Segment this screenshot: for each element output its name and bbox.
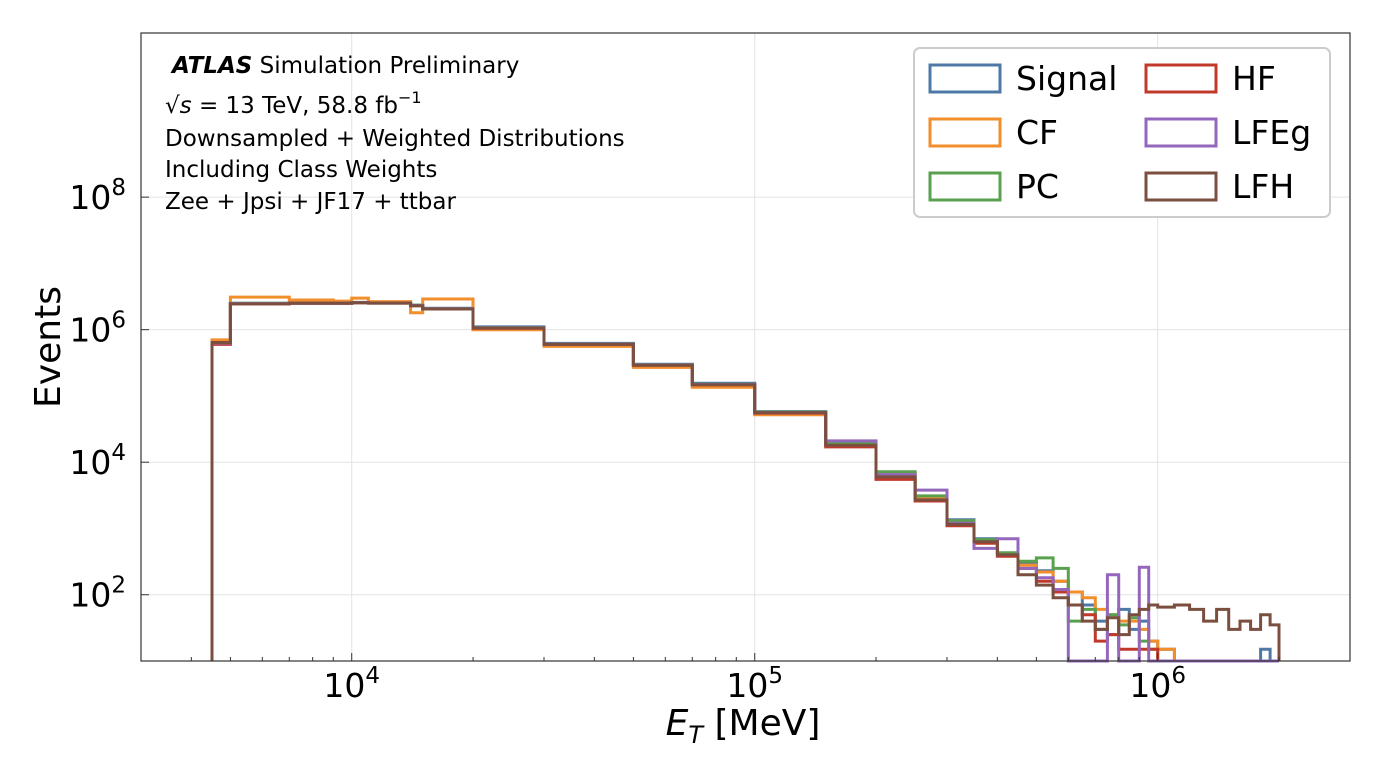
y-tick-label: 102 <box>69 573 126 615</box>
legend-swatch-lfh <box>1144 171 1218 202</box>
tick-exponent: 4 <box>365 663 380 689</box>
x-tick-label: 105 <box>726 663 783 705</box>
atlas-label: ATLAS Simulation Preliminary <box>170 53 519 79</box>
legend: Signal CF PC HF LFEg LFH <box>913 47 1331 218</box>
x-axis-label-unit: [MeV] <box>703 703 820 744</box>
tick-base: 10 <box>69 311 111 350</box>
legend-swatch-lfeg <box>1144 117 1218 148</box>
tick-exponent: 5 <box>768 663 783 689</box>
legend-label-lfeg: LFEg <box>1232 113 1311 152</box>
legend-box <box>913 47 1331 218</box>
atlas-brand: ATLAS <box>170 53 252 79</box>
annotation-line-3: Downsampled + Weighted Distributions <box>165 126 625 152</box>
series-lfh-line <box>210 301 1281 661</box>
y-tick-label: 106 <box>69 308 126 350</box>
x-axis-label-subscript: T <box>688 721 705 749</box>
legend-label-lfh: LFH <box>1232 167 1294 206</box>
tick-exponent: 8 <box>111 175 126 201</box>
atlas-subtitle: Simulation Preliminary <box>252 53 519 79</box>
tick-base: 10 <box>323 666 365 705</box>
tick-base: 10 <box>69 576 111 615</box>
annotation-line-4: Including Class Weights <box>165 157 437 183</box>
x-tick-label: 104 <box>323 663 380 705</box>
x-tick-label: 106 <box>1129 663 1186 705</box>
y-axis-label: Events <box>28 286 69 408</box>
legend-label-hf: HF <box>1232 59 1276 98</box>
tick-exponent: 2 <box>111 573 126 599</box>
tick-base: 10 <box>69 443 111 482</box>
plot-frame <box>140 32 1351 662</box>
tick-base: 10 <box>726 666 768 705</box>
sqrt-symbol: √ <box>165 93 180 119</box>
y-tick-label: 108 <box>69 175 126 217</box>
annotation-line-5: Zee + Jpsi + JF17 + ttbar <box>165 189 457 215</box>
tick-base: 10 <box>69 178 111 217</box>
tick-exponent: 6 <box>111 308 126 334</box>
x-axis-label: ET [MeV] <box>666 703 821 749</box>
legend-swatch-hf <box>1144 63 1218 94</box>
energy-lumi-text: = 13 TeV, 58.8 fb <box>192 93 398 119</box>
tick-exponent: 6 <box>1171 663 1186 689</box>
tick-base: 10 <box>1129 666 1171 705</box>
x-axis-label-symbol: E <box>666 703 689 744</box>
annotation-block: ATLAS Simulation Preliminary √s = 13 TeV… <box>165 53 625 215</box>
y-tick-label: 104 <box>69 440 126 482</box>
tick-exponent: 4 <box>111 440 126 466</box>
legend-label-cf: CF <box>1016 113 1058 152</box>
legend-label-pc: PC <box>1016 167 1059 206</box>
legend-swatch-signal <box>928 63 1002 94</box>
energy-lumi-line: √s = 13 TeV, 58.8 fb−1 <box>165 88 422 119</box>
legend-label-signal: Signal <box>1016 59 1117 98</box>
lumi-exponent: −1 <box>398 88 422 107</box>
sqrt-s: s <box>180 93 192 119</box>
legend-swatch-cf <box>928 117 1002 148</box>
legend-swatch-pc <box>928 171 1002 202</box>
